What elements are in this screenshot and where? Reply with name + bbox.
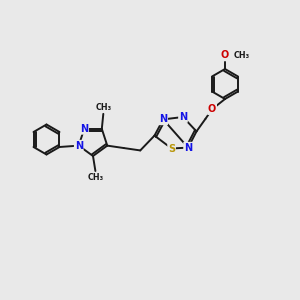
Text: O: O — [208, 104, 216, 114]
Text: N: N — [159, 114, 167, 124]
Text: CH₃: CH₃ — [87, 173, 104, 182]
Text: CH₃: CH₃ — [95, 103, 111, 112]
Text: S: S — [168, 143, 175, 154]
Text: N: N — [75, 141, 83, 151]
Text: CH₃: CH₃ — [234, 51, 250, 60]
Text: N: N — [184, 142, 192, 153]
Text: O: O — [221, 50, 229, 61]
Text: N: N — [80, 124, 88, 134]
Text: N: N — [179, 112, 187, 122]
